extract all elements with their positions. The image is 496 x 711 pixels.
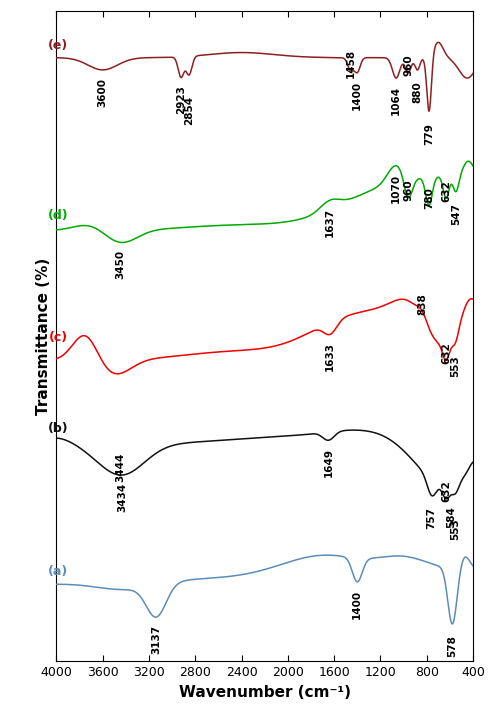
Text: 780: 780 xyxy=(424,187,434,209)
Text: 1637: 1637 xyxy=(325,208,335,237)
Text: 880: 880 xyxy=(412,82,423,103)
Text: 779: 779 xyxy=(424,123,434,144)
Text: 838: 838 xyxy=(417,293,427,314)
Text: 1400: 1400 xyxy=(352,590,362,619)
Text: 1064: 1064 xyxy=(391,86,401,115)
Text: 960: 960 xyxy=(403,55,413,76)
Text: 3434: 3434 xyxy=(117,483,127,512)
Text: 584: 584 xyxy=(447,506,457,528)
Text: 757: 757 xyxy=(427,507,436,529)
Text: 960: 960 xyxy=(403,179,413,201)
Text: (e): (e) xyxy=(48,39,68,52)
Text: 3444: 3444 xyxy=(116,453,126,482)
Y-axis label: Transmittance (%): Transmittance (%) xyxy=(36,257,51,415)
Text: 1458: 1458 xyxy=(346,49,356,78)
Text: 1400: 1400 xyxy=(352,80,362,109)
Text: 3450: 3450 xyxy=(115,250,125,279)
Text: 2854: 2854 xyxy=(184,95,194,124)
Text: 632: 632 xyxy=(441,481,451,502)
Text: 553: 553 xyxy=(450,518,460,540)
Text: 632: 632 xyxy=(441,180,451,202)
Text: 547: 547 xyxy=(451,203,461,225)
Text: 3600: 3600 xyxy=(98,78,108,107)
Text: (c): (c) xyxy=(49,331,68,344)
Text: 553: 553 xyxy=(450,355,460,377)
Text: (a): (a) xyxy=(48,565,68,578)
Text: 1070: 1070 xyxy=(390,173,400,203)
Text: 632: 632 xyxy=(441,342,451,364)
Text: 578: 578 xyxy=(447,636,457,658)
Text: 1633: 1633 xyxy=(325,342,335,371)
Text: (b): (b) xyxy=(48,422,68,435)
X-axis label: Wavenumber (cm⁻¹): Wavenumber (cm⁻¹) xyxy=(179,685,351,700)
Text: 3137: 3137 xyxy=(151,625,161,654)
Text: 2923: 2923 xyxy=(176,85,186,114)
Text: (d): (d) xyxy=(48,209,68,222)
Text: 1649: 1649 xyxy=(323,448,333,477)
